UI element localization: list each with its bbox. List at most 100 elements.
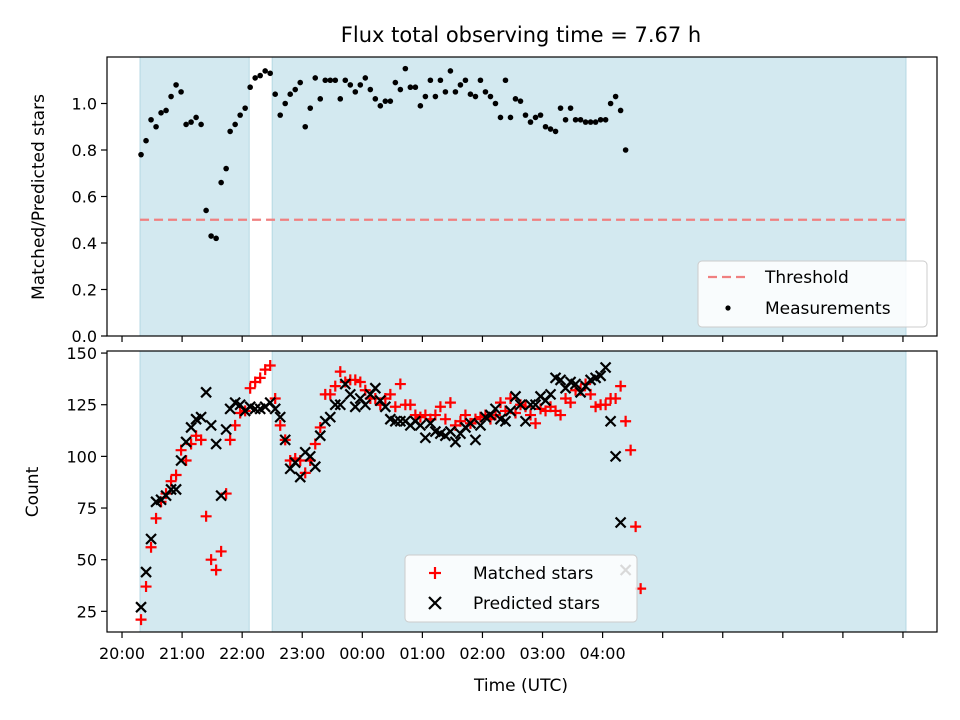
matched-star-point bbox=[264, 359, 276, 371]
measurement-point bbox=[312, 75, 319, 81]
legend-measurements-label: Measurements bbox=[765, 299, 891, 319]
measurement-point bbox=[587, 119, 594, 125]
x-tick-label: 22:00 bbox=[219, 644, 265, 663]
predicted-star-point bbox=[289, 456, 302, 469]
measurement-point bbox=[242, 105, 248, 111]
predicted-star-point bbox=[544, 388, 557, 401]
measurement-point bbox=[397, 86, 404, 93]
matched-star-point bbox=[565, 397, 577, 409]
predicted-star-point bbox=[135, 601, 147, 613]
legend-matched-label: Matched stars bbox=[473, 564, 593, 584]
measurement-point bbox=[412, 84, 419, 91]
predicted-star-point bbox=[464, 417, 477, 430]
predicted-star-point bbox=[599, 361, 612, 374]
top-y-ticks: 0.0 0.2 0.4 0.6 0.8 1.0 bbox=[72, 95, 107, 346]
top-panel: 0.0 0.2 0.4 0.6 0.8 1.0 Matched/Predicted sta… bbox=[29, 56, 938, 346]
measurement-point bbox=[512, 96, 519, 102]
measurement-point bbox=[607, 100, 614, 107]
matched-star-point bbox=[394, 378, 406, 390]
measurement-point bbox=[287, 91, 294, 97]
measurement-point bbox=[502, 77, 509, 84]
measurement-point bbox=[178, 89, 184, 95]
measurement-point bbox=[272, 91, 279, 97]
predicted-star-point bbox=[324, 411, 337, 423]
measurement-point bbox=[198, 121, 204, 128]
measurement-point bbox=[367, 86, 374, 93]
measurement-point bbox=[237, 112, 243, 118]
measurement-point bbox=[362, 75, 369, 81]
measurement-point bbox=[572, 116, 579, 123]
x-tick-label: 23:00 bbox=[279, 644, 325, 663]
predicted-star-point bbox=[524, 398, 537, 411]
measurement-point bbox=[372, 96, 379, 102]
y-tick-label: 0.2 bbox=[72, 281, 97, 300]
measurement-point bbox=[482, 89, 489, 95]
predicted-star-point bbox=[609, 450, 622, 463]
legend-predicted-swatch bbox=[428, 596, 442, 610]
predicted-star-point bbox=[474, 419, 487, 432]
matched-star-point bbox=[444, 397, 456, 409]
measurement-point bbox=[342, 77, 349, 84]
measurement-point bbox=[517, 98, 524, 104]
predicted-star-point bbox=[185, 421, 197, 434]
measurement-point bbox=[527, 119, 534, 125]
measurement-point bbox=[427, 77, 434, 84]
measurement-point bbox=[577, 116, 584, 123]
measurement-point bbox=[267, 70, 273, 77]
matched-star-point bbox=[354, 376, 366, 388]
matched-star-point bbox=[145, 541, 157, 553]
measurement-point bbox=[282, 100, 289, 107]
measurement-point bbox=[247, 84, 253, 91]
measurement-point bbox=[392, 79, 399, 86]
measurement-point bbox=[252, 75, 258, 81]
matched-star-point bbox=[314, 421, 326, 433]
predicted-star-point bbox=[279, 434, 291, 446]
y-tick-label: 0.4 bbox=[72, 234, 97, 253]
predicted-star-point bbox=[394, 415, 407, 428]
matched-star-point bbox=[329, 380, 341, 392]
measurement-point bbox=[597, 116, 604, 123]
legend-measurements-swatch bbox=[725, 305, 731, 311]
predicted-star-point bbox=[304, 450, 317, 463]
predicted-star-point bbox=[249, 403, 261, 415]
measurement-point bbox=[327, 77, 334, 84]
predicted-star-point bbox=[504, 405, 517, 417]
predicted-star-point bbox=[170, 483, 182, 496]
measurement-point bbox=[203, 207, 209, 214]
measurement-point bbox=[432, 93, 439, 100]
measurement-point bbox=[347, 82, 354, 88]
measurement-point bbox=[617, 107, 624, 114]
predicted-star-point bbox=[554, 374, 567, 386]
measurement-point bbox=[417, 103, 424, 109]
matched-star-point bbox=[224, 434, 236, 446]
predicted-star-point bbox=[269, 403, 281, 415]
matched-star-point bbox=[494, 397, 506, 409]
y-tick-label: 75 bbox=[77, 499, 97, 518]
measurement-point bbox=[622, 147, 629, 153]
bottom-axes-frame bbox=[106, 350, 938, 633]
predicted-star-point bbox=[349, 401, 362, 413]
predicted-star-point bbox=[529, 398, 542, 411]
matched-star-point bbox=[324, 388, 336, 400]
measurement-point bbox=[232, 121, 238, 128]
matched-star-point bbox=[150, 512, 162, 524]
measurement-point bbox=[407, 84, 414, 91]
figure-title: Flux total observing time = 7.67 h bbox=[341, 23, 701, 47]
measurement-point bbox=[223, 165, 229, 172]
top-axes-frame bbox=[106, 56, 938, 337]
matched-star-point bbox=[200, 510, 212, 522]
matched-star-point bbox=[349, 374, 361, 386]
measurement-point bbox=[457, 82, 464, 88]
predicted-star-point bbox=[165, 483, 177, 496]
measurements-series bbox=[138, 65, 629, 242]
predicted-star-point bbox=[424, 417, 437, 430]
predicted-star-point bbox=[499, 415, 512, 428]
measurement-point bbox=[612, 93, 619, 100]
measurement-point bbox=[188, 119, 194, 125]
x-tick-label: 20:00 bbox=[99, 644, 145, 663]
predicted-star-point bbox=[489, 403, 502, 415]
bottom-panel: 25 50 75 100 125 150 20:00 21:00 22:00 23:00 00:0… bbox=[23, 344, 938, 696]
measurement-point bbox=[567, 105, 574, 111]
predicted-star-point bbox=[314, 429, 327, 442]
